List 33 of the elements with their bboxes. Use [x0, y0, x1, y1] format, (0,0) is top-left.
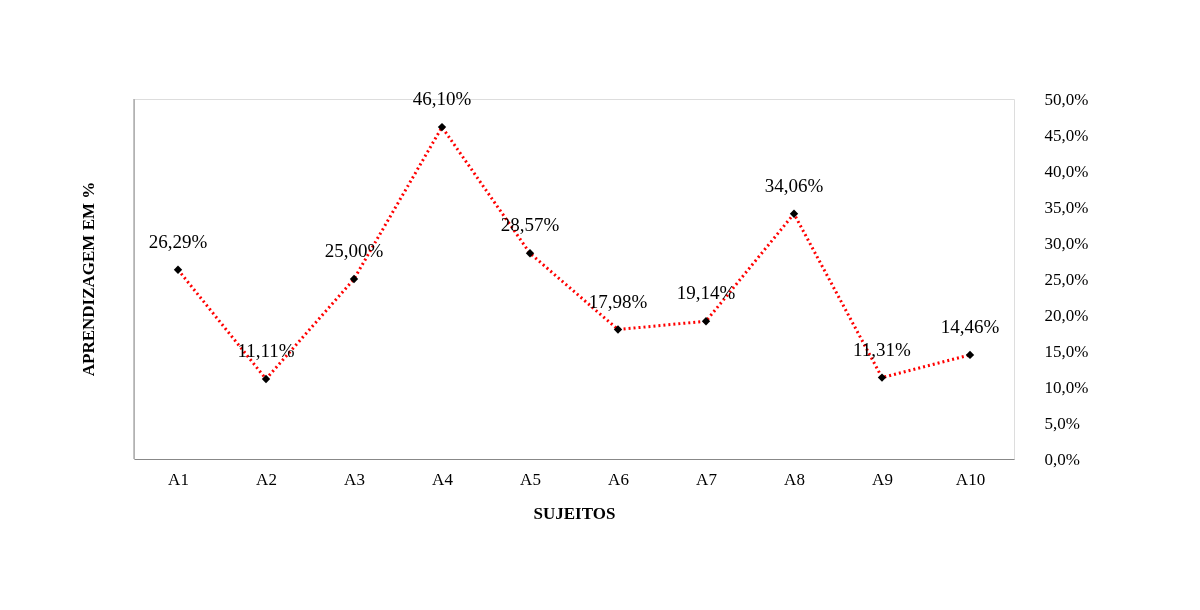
data-label: 17,98%	[588, 290, 648, 312]
x-tick-label: A3	[344, 469, 365, 489]
x-tick-label: A7	[696, 469, 718, 489]
x-tick-label: A5	[520, 469, 541, 489]
x-tick-label: A10	[955, 469, 986, 489]
y-tick-label: 45,0%	[1044, 125, 1089, 145]
data-label: 26,29%	[148, 230, 208, 252]
y-tick-label: 15,0%	[1044, 341, 1089, 361]
y-tick-label: 35,0%	[1044, 197, 1089, 217]
y-tick-label: 50,0%	[1044, 89, 1089, 109]
y-tick-label: 0,0%	[1044, 449, 1080, 469]
x-tick-label: A6	[608, 469, 629, 489]
data-label: 11,11%	[237, 340, 295, 362]
x-tick-label: A1	[168, 469, 189, 489]
data-label: 11,31%	[853, 338, 912, 360]
data-label: 46,10%	[412, 88, 472, 110]
y-tick-label: 20,0%	[1044, 305, 1089, 325]
y-tick-label: 40,0%	[1044, 161, 1089, 181]
data-label: 34,06%	[764, 174, 824, 196]
data-label: 14,46%	[940, 315, 1000, 337]
x-axis-title: SUJEITOS	[533, 503, 616, 523]
x-tick-label: A8	[784, 469, 805, 489]
x-tick-label: A9	[872, 469, 893, 489]
y-tick-label: 5,0%	[1044, 413, 1080, 433]
data-label: 19,14%	[676, 282, 736, 304]
x-tick-label: A4	[432, 469, 454, 489]
data-label: 25,00%	[324, 240, 384, 261]
y-tick-label: 25,0%	[1044, 269, 1089, 289]
data-label: 28,57%	[500, 214, 560, 236]
y-tick-label: 30,0%	[1044, 233, 1089, 253]
x-tick-label: A2	[256, 469, 277, 489]
y-axis-title: APRENDIZAGEM EM %	[79, 181, 98, 377]
y-tick-label: 10,0%	[1044, 377, 1089, 397]
